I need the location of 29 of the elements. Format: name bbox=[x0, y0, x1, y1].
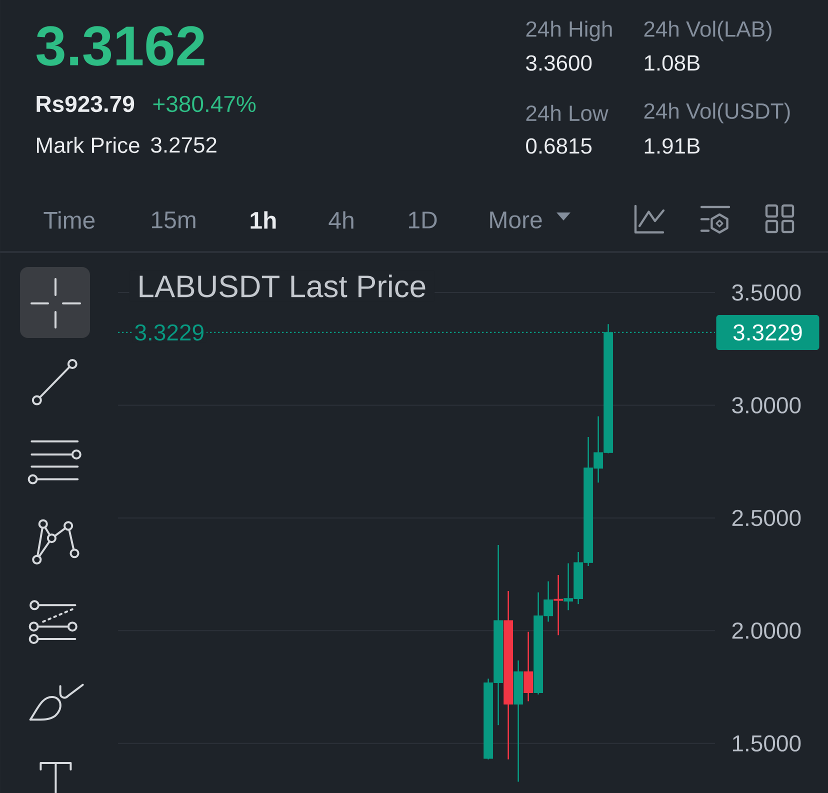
text: 4h bbox=[328, 211, 354, 229]
text: 0.6815 bbox=[526, 138, 592, 154]
text: 3.2752 bbox=[151, 137, 216, 153]
text: 1h bbox=[250, 211, 276, 229]
text: More bbox=[490, 212, 542, 228]
y-tick-label: 3.5000 bbox=[732, 284, 801, 301]
text: 3.3162 bbox=[36, 26, 204, 66]
y-tick-label: 2.0000 bbox=[732, 622, 801, 639]
text: Time bbox=[44, 211, 95, 229]
candlestick bbox=[554, 574, 564, 636]
text: 1D bbox=[409, 212, 437, 228]
y-tick-label: 2.5000 bbox=[732, 510, 801, 526]
text: 24h Vol(LAB) bbox=[644, 20, 772, 42]
text: LABUSDT Last Price bbox=[140, 274, 426, 298]
text: 24h Vol(USDT) bbox=[644, 102, 790, 124]
text: Mark Price bbox=[37, 136, 140, 154]
text: 3.3600 bbox=[526, 55, 592, 71]
candlestick bbox=[524, 631, 534, 702]
text: 3.3229 bbox=[733, 324, 802, 341]
y-tick-label: 3.0000 bbox=[732, 397, 801, 414]
text: 1.91B bbox=[644, 138, 700, 154]
text: 24h High bbox=[526, 20, 612, 42]
text: Rs923.79 bbox=[36, 96, 134, 112]
text: 24h Low bbox=[526, 104, 608, 122]
text: +380.47% bbox=[153, 96, 256, 112]
y-tick-label: 1.5000 bbox=[732, 735, 801, 752]
text: 1.08B bbox=[644, 55, 700, 71]
ref-line-label: 3.3229 bbox=[135, 324, 204, 341]
text: 15m bbox=[152, 212, 196, 228]
